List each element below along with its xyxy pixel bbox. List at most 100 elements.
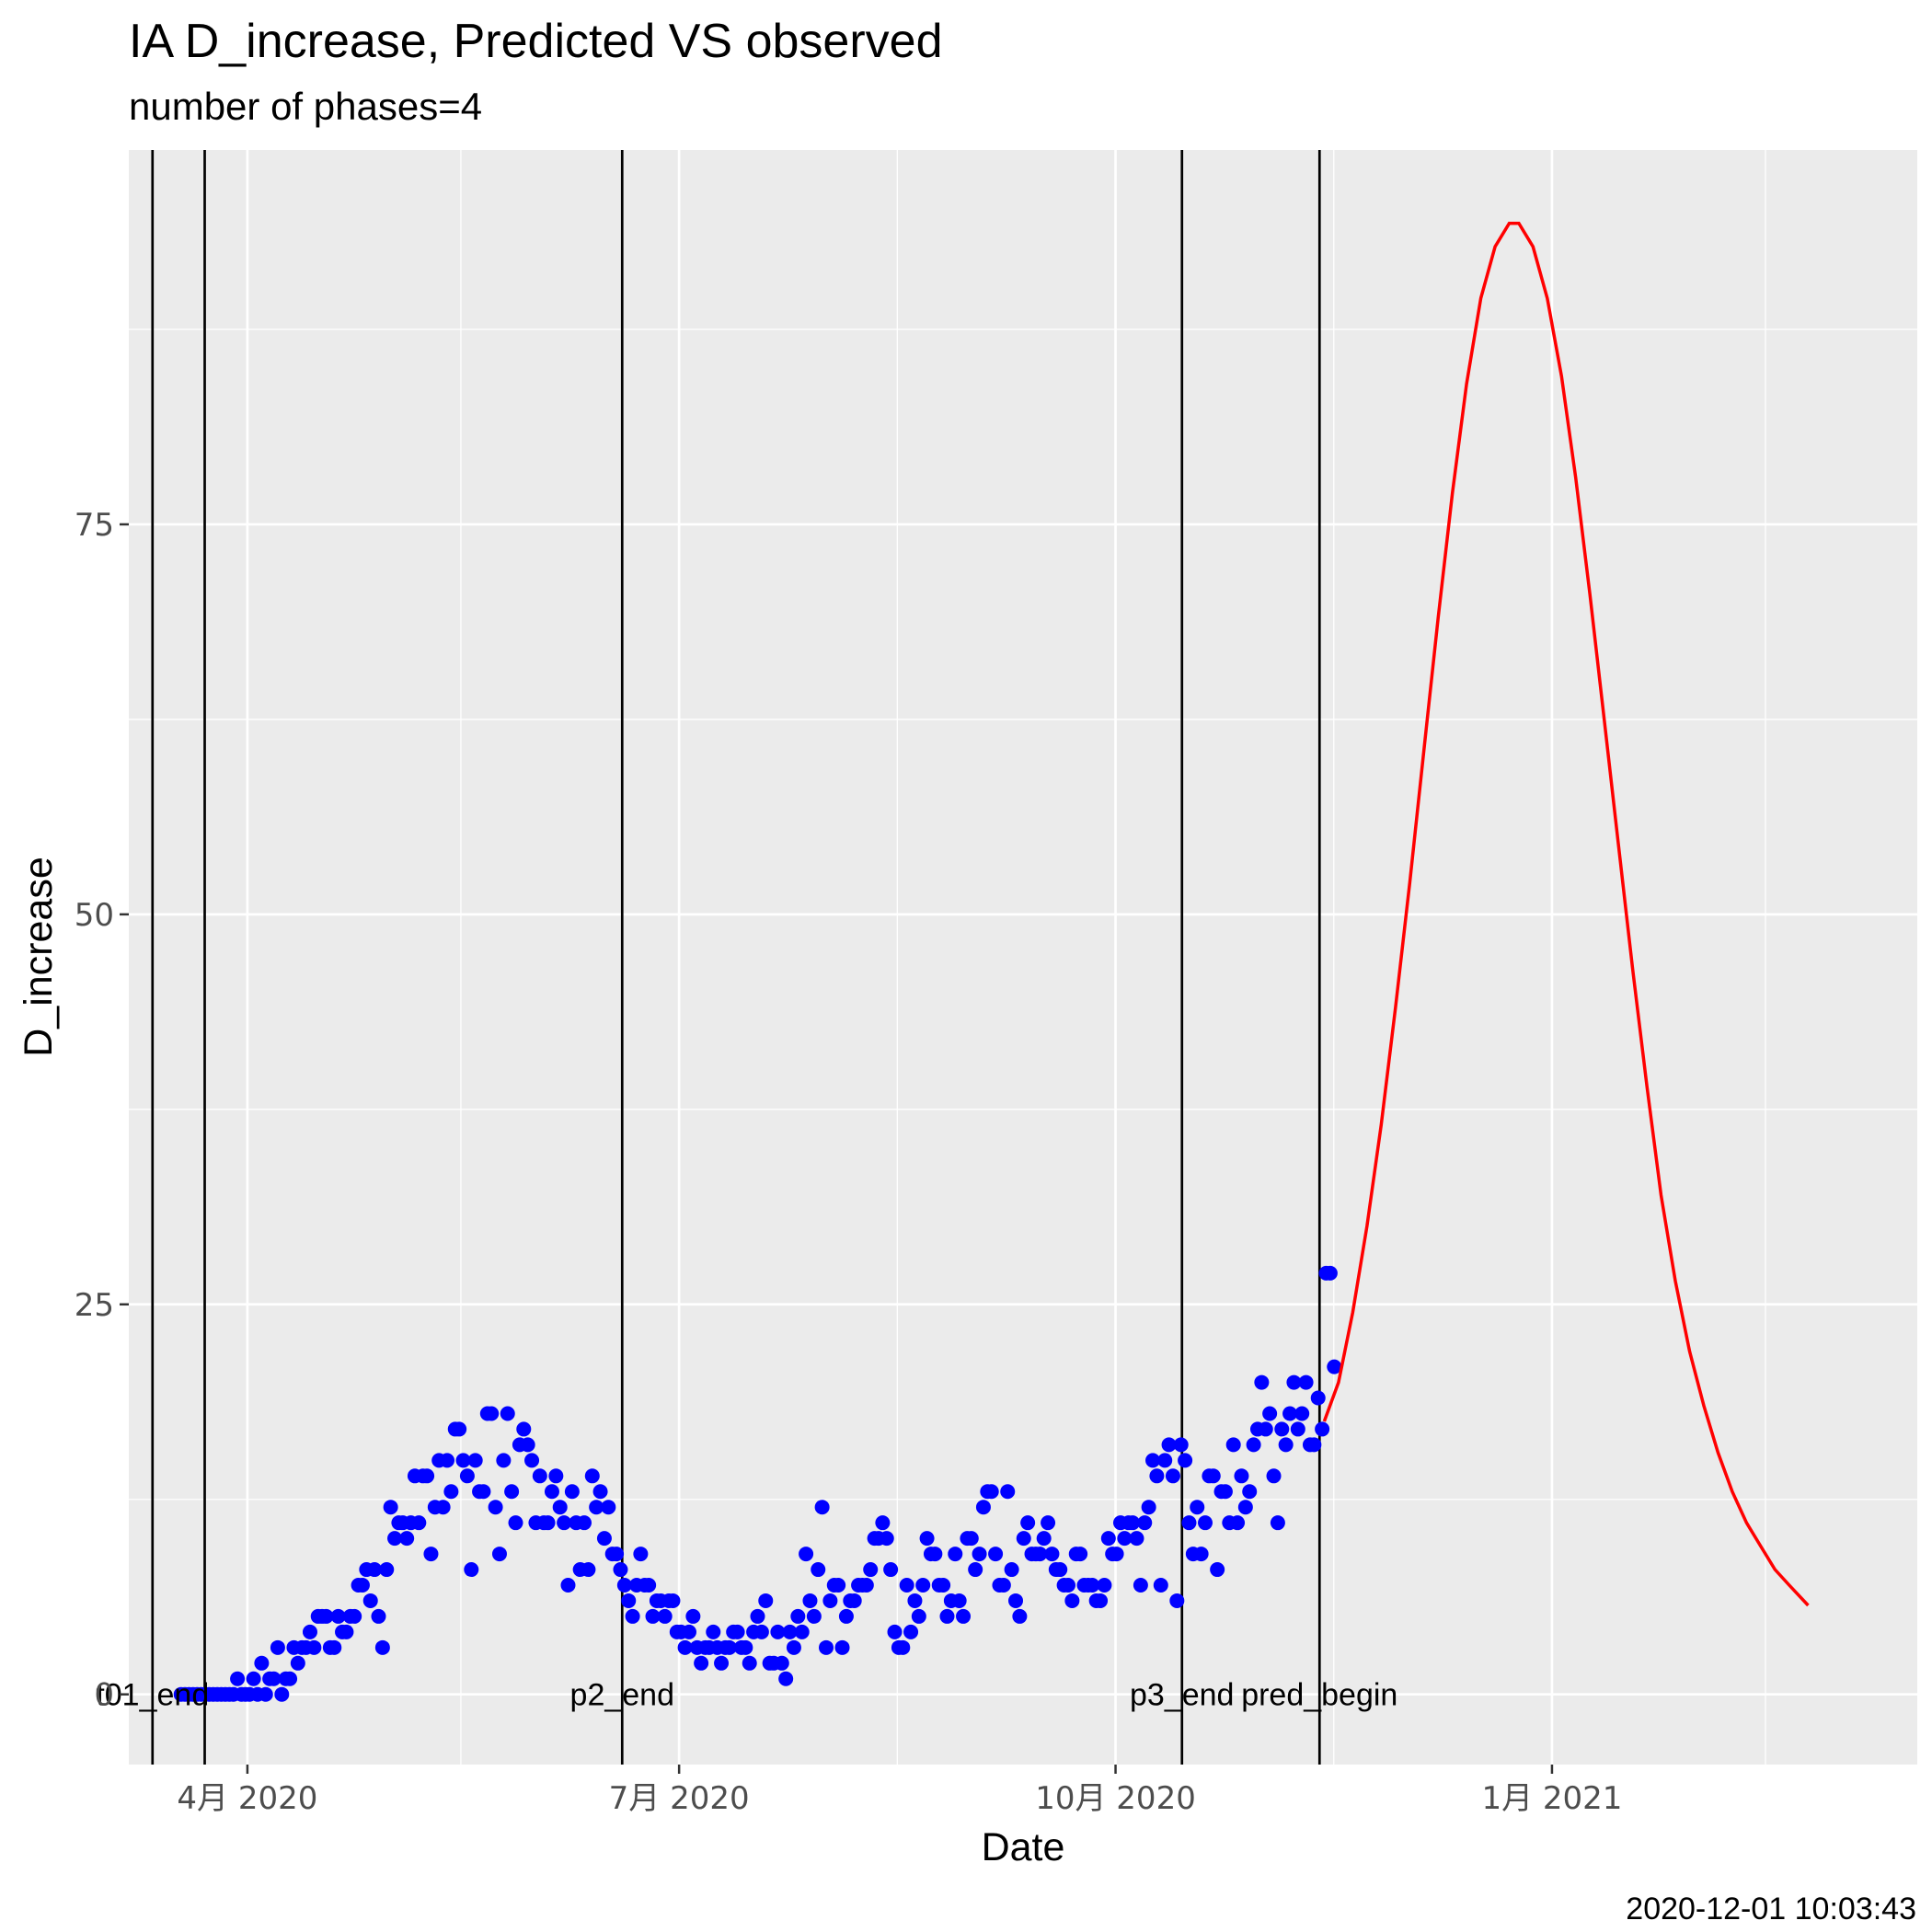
observed-point (951, 1593, 967, 1608)
observed-point (1294, 1406, 1310, 1421)
observed-point (467, 1453, 483, 1468)
observed-point (1190, 1500, 1205, 1515)
observed-point (1217, 1484, 1233, 1500)
observed-point (863, 1562, 879, 1578)
observed-point (557, 1515, 572, 1531)
observed-point (939, 1608, 955, 1624)
observed-point (1322, 1265, 1338, 1281)
phase-label: p3_end (1130, 1678, 1234, 1713)
observed-point (330, 1608, 346, 1624)
observed-point (266, 1671, 282, 1686)
observed-point (1306, 1437, 1322, 1453)
observed-point (1161, 1437, 1177, 1453)
observed-point (367, 1562, 383, 1578)
observed-point (399, 1531, 415, 1547)
observed-point (831, 1578, 846, 1593)
x-axis: 4月 2020 7月 2020 10月 2020 1月 2021 (177, 1765, 1622, 1817)
observed-point (354, 1578, 370, 1593)
observed-point (464, 1562, 479, 1578)
observed-point (592, 1484, 608, 1500)
observed-point (560, 1578, 576, 1593)
observed-point (1225, 1437, 1241, 1453)
observed-point (963, 1531, 979, 1547)
observed-point (290, 1655, 305, 1671)
observed-point (948, 1547, 963, 1562)
observed-point (435, 1500, 451, 1515)
observed-point (1198, 1515, 1213, 1531)
observed-point (685, 1608, 701, 1624)
observed-point (327, 1639, 342, 1655)
observed-point (822, 1593, 838, 1608)
observed-point (584, 1468, 600, 1484)
observed-point (895, 1639, 911, 1655)
observed-point (786, 1639, 801, 1655)
observed-point (548, 1468, 564, 1484)
observed-point (975, 1500, 991, 1515)
observed-point (270, 1639, 285, 1655)
observed-point (782, 1624, 798, 1639)
observed-point (488, 1500, 503, 1515)
observed-point (282, 1671, 298, 1686)
observed-point (1100, 1531, 1116, 1547)
y-axis: 0 25 50 75 (75, 507, 129, 1714)
predicted-line (1322, 221, 1810, 1607)
observed-point (1008, 1593, 1024, 1608)
observed-point (589, 1500, 604, 1515)
phase-label: t01_end (96, 1678, 209, 1713)
observed-point (774, 1655, 789, 1671)
x-tick-label: 4月 2020 (177, 1780, 317, 1817)
observed-point (1016, 1531, 1031, 1547)
observed-point (819, 1639, 834, 1655)
observed-point (1000, 1484, 1016, 1500)
observed-point (455, 1453, 471, 1468)
observed-point (1230, 1515, 1246, 1531)
observed-point (936, 1578, 951, 1593)
observed-point (1173, 1437, 1189, 1453)
observed-point (1165, 1468, 1180, 1484)
observed-point (1315, 1421, 1330, 1437)
observed-point (374, 1639, 390, 1655)
x-tick-label: 1月 2021 (1481, 1780, 1622, 1817)
observed-point (524, 1453, 540, 1468)
observed-point (879, 1531, 894, 1547)
observed-point (476, 1484, 491, 1500)
observed-point (596, 1531, 612, 1547)
observed-point (440, 1453, 455, 1468)
observed-point (875, 1515, 891, 1531)
observed-point (694, 1655, 709, 1671)
observed-point (1153, 1578, 1168, 1593)
observed-point (564, 1484, 580, 1500)
observed-point (423, 1547, 439, 1562)
chart-caption: 2020-12-01 10:03:43 (1626, 1892, 1916, 1926)
observed-point (1266, 1468, 1282, 1484)
observed-point (246, 1671, 261, 1686)
observed-point (742, 1655, 757, 1671)
observed-point (1258, 1421, 1273, 1437)
observed-point (1137, 1515, 1153, 1531)
observed-point (520, 1437, 535, 1453)
observed-point (1242, 1484, 1258, 1500)
x-tick-label: 7月 2020 (609, 1780, 750, 1817)
observed-point (1178, 1453, 1193, 1468)
observed-point (306, 1639, 322, 1655)
observed-point (972, 1547, 987, 1562)
observed-point (846, 1593, 862, 1608)
observed-point (1234, 1468, 1249, 1484)
observed-point (362, 1593, 378, 1608)
observed-point (1205, 1468, 1221, 1484)
observed-point (714, 1655, 730, 1671)
observed-point (1246, 1437, 1261, 1453)
observed-point (302, 1624, 317, 1639)
observed-point (230, 1671, 246, 1686)
observed-point (1012, 1608, 1028, 1624)
observed-point (420, 1468, 435, 1484)
observed-point (1286, 1374, 1302, 1390)
x-axis-title: Date (982, 1825, 1065, 1869)
observed-point (1129, 1531, 1144, 1547)
observed-point (758, 1593, 774, 1608)
observed-point (1181, 1515, 1197, 1531)
observed-point (927, 1547, 943, 1562)
phase-label: p2_end (570, 1678, 674, 1713)
observed-point (1004, 1562, 1019, 1578)
